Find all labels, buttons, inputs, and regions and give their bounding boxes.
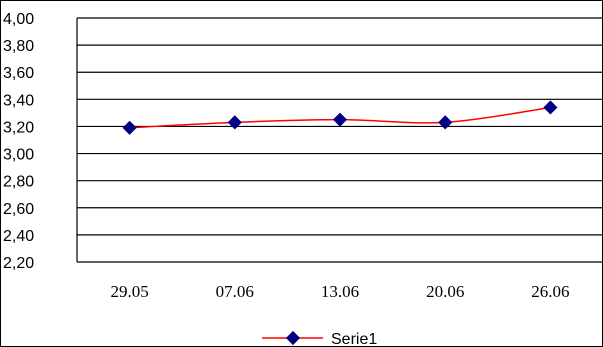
- y-tick-label: 3,80: [3, 38, 34, 55]
- legend-label-serie1: Serie1: [331, 331, 377, 347]
- y-tick-label: 4,00: [3, 11, 34, 28]
- y-tick-label: 3,20: [3, 119, 34, 136]
- x-tick-label: 07.06: [216, 282, 254, 301]
- x-tick-label: 13.06: [321, 282, 359, 301]
- data-point-marker: [438, 115, 453, 130]
- y-tick-label: 2,40: [3, 228, 34, 245]
- data-point-marker: [122, 120, 137, 135]
- x-axis-ticks: 29.05 07.06 13.06 20.06 26.06: [110, 282, 569, 301]
- legend: Serie1: [262, 330, 377, 347]
- legend-marker-icon: [285, 330, 301, 346]
- data-point-marker: [543, 100, 558, 115]
- x-tick-label: 29.05: [110, 282, 148, 301]
- x-tick-label: 26.06: [531, 282, 569, 301]
- y-tick-label: 2,80: [3, 174, 34, 191]
- y-tick-label: 3,00: [3, 147, 34, 164]
- x-tick-label: 20.06: [426, 282, 464, 301]
- y-tick-label: 3,40: [3, 92, 34, 109]
- y-tick-label: 2,60: [3, 201, 34, 218]
- series: [122, 100, 558, 135]
- y-tick-label: 2,20: [3, 255, 34, 272]
- data-point-marker: [332, 112, 348, 127]
- y-axis-ticks: 4,00 3,80 3,60 3,40 3,20 3,00 2,80 2,60 2,40 2,20: [3, 11, 34, 272]
- y-tick-label: 3,60: [3, 65, 34, 82]
